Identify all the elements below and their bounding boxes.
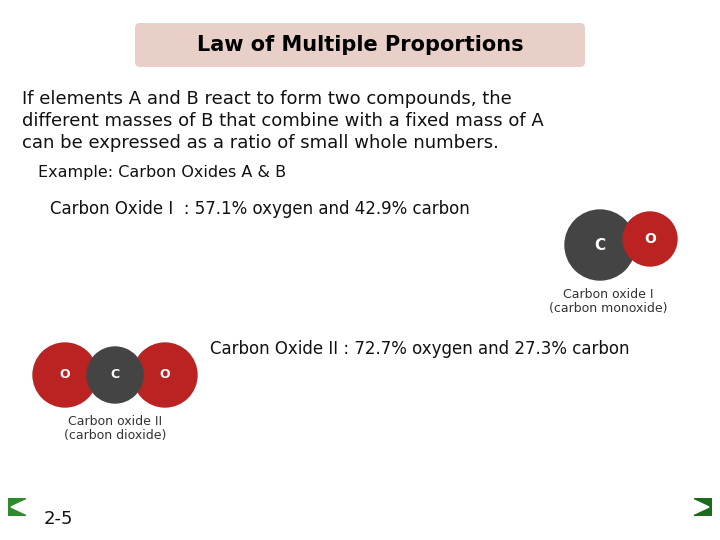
Text: O: O — [644, 232, 656, 246]
Polygon shape — [11, 500, 26, 514]
Circle shape — [623, 212, 677, 266]
Text: Carbon oxide I: Carbon oxide I — [563, 288, 653, 301]
Text: Carbon oxide II: Carbon oxide II — [68, 415, 162, 428]
Text: can be expressed as a ratio of small whole numbers.: can be expressed as a ratio of small who… — [22, 134, 499, 152]
Text: C: C — [595, 238, 606, 253]
Circle shape — [565, 210, 635, 280]
Text: 2-5: 2-5 — [44, 510, 73, 528]
Text: O: O — [160, 368, 171, 381]
Text: Carbon Oxide I  : 57.1% oxygen and 42.9% carbon: Carbon Oxide I : 57.1% oxygen and 42.9% … — [50, 200, 469, 218]
Text: If elements A and B react to form two compounds, the: If elements A and B react to form two co… — [22, 90, 512, 108]
Circle shape — [87, 347, 143, 403]
FancyBboxPatch shape — [135, 23, 585, 67]
Bar — [8, 498, 26, 516]
Text: (carbon dioxide): (carbon dioxide) — [64, 429, 166, 442]
Text: Law of Multiple Proportions: Law of Multiple Proportions — [197, 35, 523, 55]
Text: Carbon Oxide II : 72.7% oxygen and 27.3% carbon: Carbon Oxide II : 72.7% oxygen and 27.3%… — [210, 340, 629, 358]
Text: Example: Carbon Oxides A & B: Example: Carbon Oxides A & B — [38, 165, 286, 180]
Circle shape — [33, 343, 97, 407]
Polygon shape — [694, 500, 709, 514]
Text: C: C — [110, 368, 120, 381]
Text: O: O — [60, 368, 71, 381]
Text: (carbon monoxide): (carbon monoxide) — [549, 302, 667, 315]
Bar — [694, 498, 712, 516]
Text: different masses of B that combine with a fixed mass of A: different masses of B that combine with … — [22, 112, 544, 130]
Circle shape — [133, 343, 197, 407]
